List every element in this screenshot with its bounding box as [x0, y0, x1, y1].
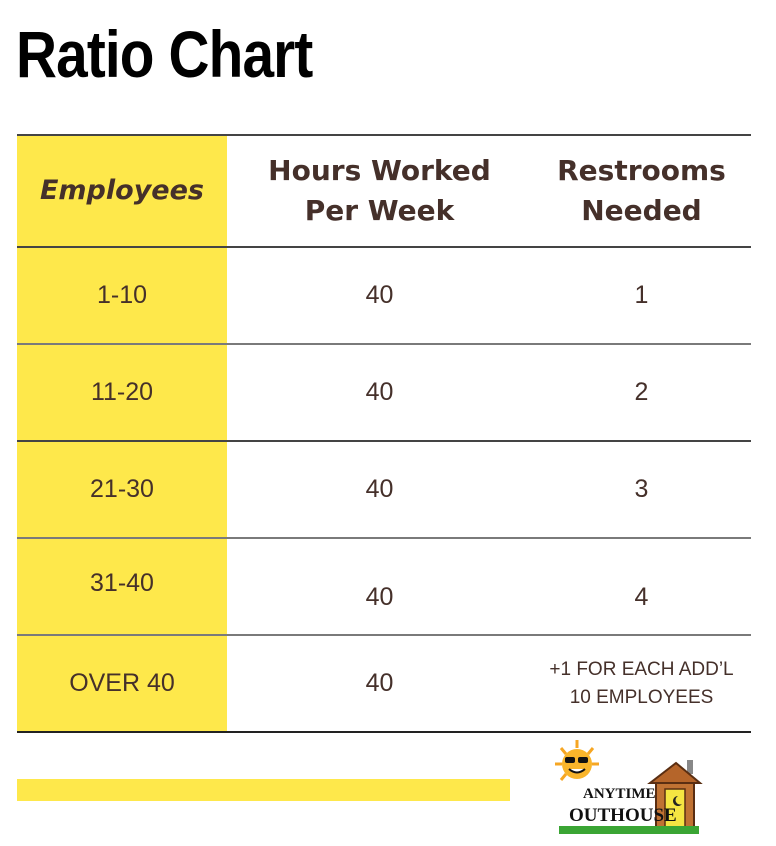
table-header-row: Employees Hours Worked Per Week Restrooms…	[17, 134, 751, 246]
page-title: Ratio Chart	[16, 17, 313, 91]
header-hours-line2: Per Week	[304, 194, 455, 227]
cell-restrooms: +1 FOR EACH ADD’L 10 EMPLOYEES	[532, 636, 751, 731]
logo-graphic-icon: ANYTIME OUTHOUSE	[555, 740, 703, 834]
cell-hours: 40	[365, 669, 394, 697]
cell-hours: 40	[365, 583, 394, 611]
logo-text-line2: OUTHOUSE	[569, 805, 677, 826]
anytime-outhouse-logo: ANYTIME OUTHOUSE	[555, 738, 705, 838]
logo-text-line1: ANYTIME	[583, 786, 656, 802]
header-restrooms-line2: Needed	[581, 194, 702, 227]
header-employees: Employees	[17, 136, 227, 246]
cell-hours: 40	[365, 281, 394, 309]
cell-restrooms: 1	[634, 281, 649, 309]
cell-employees: 11-20	[17, 345, 227, 440]
restrooms-line1: +1 FOR EACH ADD’L	[549, 658, 734, 680]
cell-employees: 1-10	[17, 248, 227, 343]
restrooms-line2: 10 EMPLOYEES	[569, 686, 714, 708]
cell-employees: OVER 40	[17, 636, 227, 731]
cell-restrooms: 2	[634, 378, 649, 406]
table-row: 21-30 40 3	[17, 440, 751, 537]
cell-employees: 21-30	[17, 442, 227, 537]
header-hours: Hours Worked Per Week	[227, 136, 532, 246]
cell-hours: 40	[365, 475, 394, 503]
header-restrooms-line1: Restrooms	[557, 154, 726, 187]
ratio-table: Employees Hours Worked Per Week Restrooms…	[17, 134, 751, 733]
header-restrooms: Restrooms Needed	[532, 136, 751, 246]
yellow-accent-bar	[17, 779, 510, 801]
sun-icon	[555, 740, 599, 781]
cell-restrooms: 3	[634, 475, 649, 503]
cell-restrooms: 4	[634, 583, 649, 611]
table-row: 11-20 40 2	[17, 343, 751, 440]
cell-hours: 40	[365, 378, 394, 406]
header-hours-line1: Hours Worked	[268, 154, 491, 187]
cell-employees: 31-40	[17, 539, 227, 634]
table-row: 1-10 40 1	[17, 246, 751, 343]
table-row: OVER 40 40 +1 FOR EACH ADD’L 10 EMPLOYEES	[17, 634, 751, 733]
table-row: 31-40 40 4	[17, 537, 751, 634]
grass-icon	[559, 826, 699, 834]
